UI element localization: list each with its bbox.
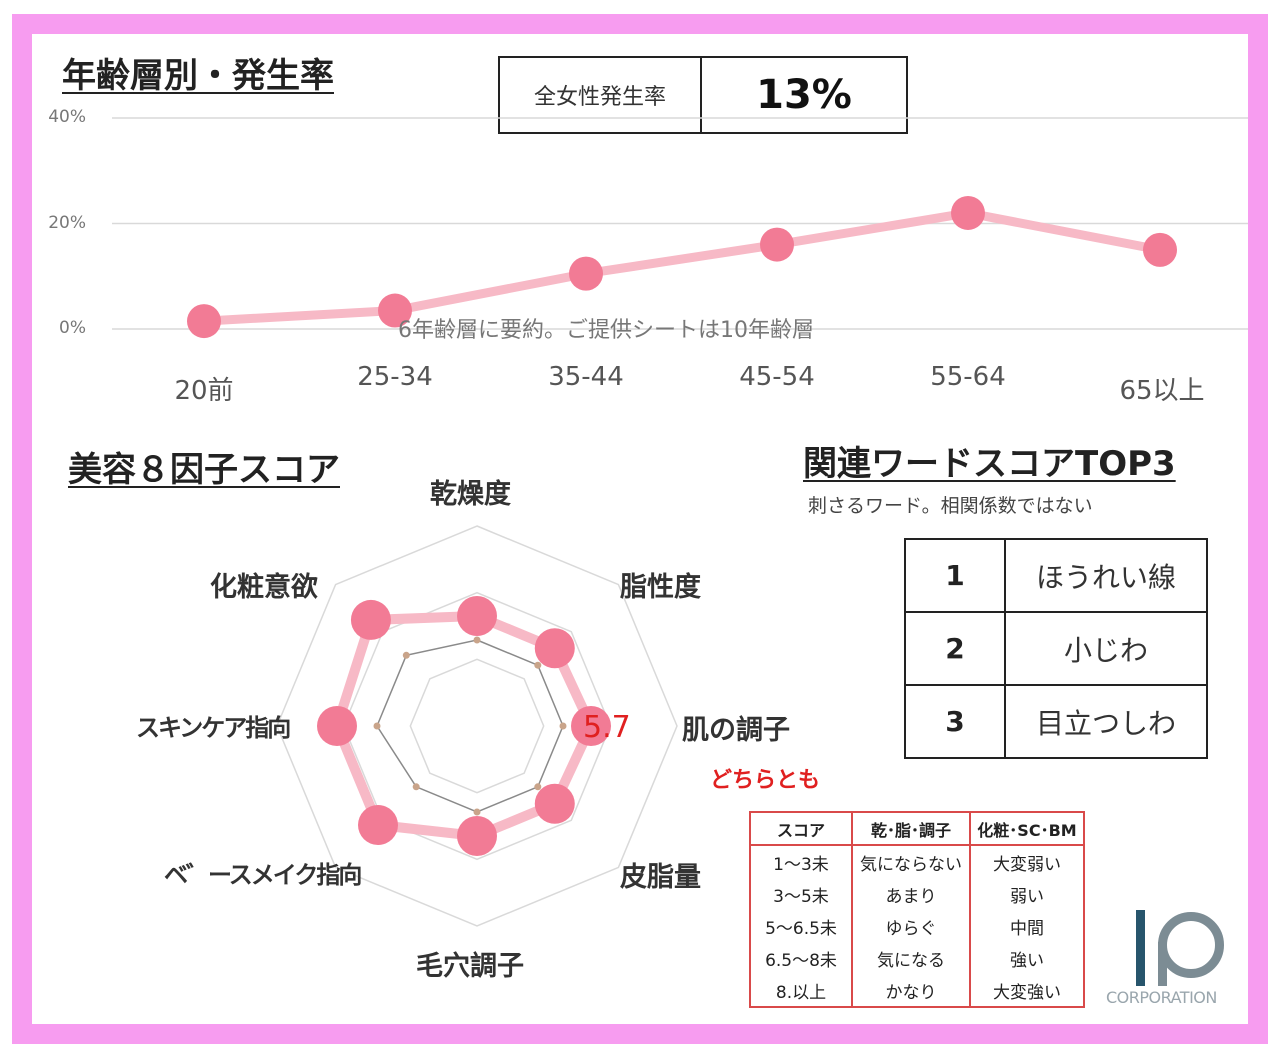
logo-bar-icon bbox=[1136, 910, 1145, 986]
age-line-chart bbox=[112, 117, 1248, 339]
y-tick-label: 40% bbox=[48, 107, 86, 127]
radar-axis-label: 皮脂量 bbox=[620, 862, 701, 893]
radar-axis-label: 脂性度 bbox=[620, 572, 701, 603]
table-row: 3 目立つしわ bbox=[904, 684, 1208, 759]
y-tick-label: 20% bbox=[48, 212, 86, 233]
x-tick-label: 55-64 bbox=[930, 362, 1006, 392]
radar-axis-label: 乾燥度 bbox=[430, 479, 511, 510]
x-tick-label: 45-54 bbox=[739, 362, 815, 392]
cell: 1～3未 bbox=[749, 845, 853, 878]
radar-point bbox=[534, 628, 575, 669]
rank-cell: 3 bbox=[904, 684, 1006, 759]
cell: 8.以上 bbox=[749, 974, 853, 1007]
radar-point bbox=[358, 804, 399, 845]
radar-ring bbox=[276, 525, 678, 927]
radar-point-secondary bbox=[534, 661, 542, 669]
chart-note: 6年齢層に要約。ご提供シートは10年齢層 bbox=[398, 318, 814, 343]
cell: あまり bbox=[851, 878, 971, 910]
header-cell: スコア bbox=[749, 811, 853, 846]
related-words-subtitle: 刺さるワード。相関係数ではない bbox=[808, 495, 1093, 517]
overall-rate-box: 全女性発生率 13% bbox=[498, 56, 908, 134]
cell: 3～5未 bbox=[749, 878, 853, 910]
data-point bbox=[760, 227, 794, 262]
table-header-row: スコア 乾･脂･調子 化粧･SC･BM bbox=[749, 811, 1085, 846]
data-point bbox=[1143, 232, 1177, 267]
cell: 弱い bbox=[969, 878, 1085, 910]
radar-point-secondary bbox=[559, 722, 567, 730]
radar-point bbox=[571, 706, 611, 746]
radar-point-secondary bbox=[373, 722, 381, 730]
logo-stem-icon bbox=[1158, 942, 1167, 986]
data-point bbox=[187, 304, 221, 339]
table-row: 6.5～8未 気になる 強い bbox=[749, 942, 1085, 974]
beauty-factor-title: 美容８因子スコア bbox=[68, 450, 340, 490]
logo-ring-icon bbox=[1158, 912, 1224, 978]
word-cell: 目立つしわ bbox=[1004, 684, 1208, 759]
radar-point-secondary bbox=[534, 783, 542, 791]
x-tick-label: 20前 bbox=[174, 376, 234, 406]
cell: 中間 bbox=[969, 910, 1085, 942]
x-tick-label: 65以上 bbox=[1119, 376, 1205, 406]
cell: 大変強い bbox=[969, 974, 1085, 1007]
header-cell: 化粧･SC･BM bbox=[969, 811, 1085, 846]
radar-point bbox=[457, 816, 497, 856]
radar-point-secondary bbox=[473, 636, 481, 644]
cell: 気にならない bbox=[851, 845, 971, 878]
radar-point-secondary bbox=[412, 783, 420, 791]
x-tick-label: 25-34 bbox=[357, 362, 433, 392]
radar-axis-label: スキンケア指向 bbox=[136, 714, 291, 742]
radar-axis-label: 化粧意欲 bbox=[210, 572, 318, 603]
series-line bbox=[203, 208, 1161, 326]
radar-point bbox=[317, 706, 357, 746]
top3-table: 1 ほうれい線 2 小じわ 3 目立つしわ bbox=[904, 538, 1208, 759]
cell: 6.5～8未 bbox=[749, 942, 853, 974]
table-row: 5～6.5未 ゆらぐ 中間 bbox=[749, 910, 1085, 942]
cell: かなり bbox=[851, 974, 971, 1007]
logo-text: CORPORATION bbox=[1106, 988, 1217, 1007]
cell: 5～6.5未 bbox=[749, 910, 853, 942]
cell: 大変弱い bbox=[969, 845, 1085, 878]
table-row: 1 ほうれい線 bbox=[904, 538, 1208, 613]
radar-point-secondary bbox=[473, 808, 481, 816]
data-point bbox=[951, 195, 985, 230]
legend-caption: どちらとも bbox=[710, 768, 821, 793]
age-rate-title: 年齢層別・発生率 bbox=[62, 56, 334, 96]
radar-ring bbox=[342, 591, 612, 861]
data-point bbox=[378, 293, 412, 328]
overall-rate-value: 13% bbox=[756, 72, 852, 118]
radar-point bbox=[534, 783, 575, 824]
radar-point bbox=[350, 599, 391, 640]
cell: 気になる bbox=[851, 942, 971, 974]
x-tick-label: 35-44 bbox=[548, 362, 624, 392]
radar-axis-label: 肌の調子 bbox=[682, 715, 790, 746]
radar-point bbox=[457, 596, 497, 636]
rank-cell: 2 bbox=[904, 611, 1006, 686]
radar-point-secondary bbox=[402, 651, 410, 659]
data-point bbox=[569, 256, 603, 291]
related-words-title: 関連ワードスコアTOP3 bbox=[803, 444, 1176, 484]
cell: ゆらぐ bbox=[851, 910, 971, 942]
table-row: 8.以上 かなり 大変強い bbox=[749, 974, 1085, 1007]
table-row: 1～3未 気にならない 大変弱い bbox=[749, 845, 1085, 878]
radar-axis-label: 毛穴調子 bbox=[416, 951, 524, 982]
radar-ring bbox=[409, 658, 545, 794]
word-cell: ほうれい線 bbox=[1004, 538, 1208, 613]
rank-cell: 1 bbox=[904, 538, 1006, 613]
cell: 強い bbox=[969, 942, 1085, 974]
table-row: 3～5未 あまり 弱い bbox=[749, 878, 1085, 910]
table-row: 2 小じわ bbox=[904, 611, 1208, 686]
overall-rate-label: 全女性発生率 bbox=[500, 58, 702, 132]
y-tick-label: 0% bbox=[59, 318, 86, 338]
word-cell: 小じわ bbox=[1004, 611, 1208, 686]
radar-value-label: 5.7 bbox=[583, 710, 631, 745]
header-cell: 乾･脂･調子 bbox=[851, 811, 971, 846]
radar-axis-label: ベ゛ースメイク指向 bbox=[164, 861, 362, 889]
score-legend-table: スコア 乾･脂･調子 化粧･SC･BM 1～3未 気にならない 大変弱い 3～5… bbox=[749, 811, 1085, 1008]
